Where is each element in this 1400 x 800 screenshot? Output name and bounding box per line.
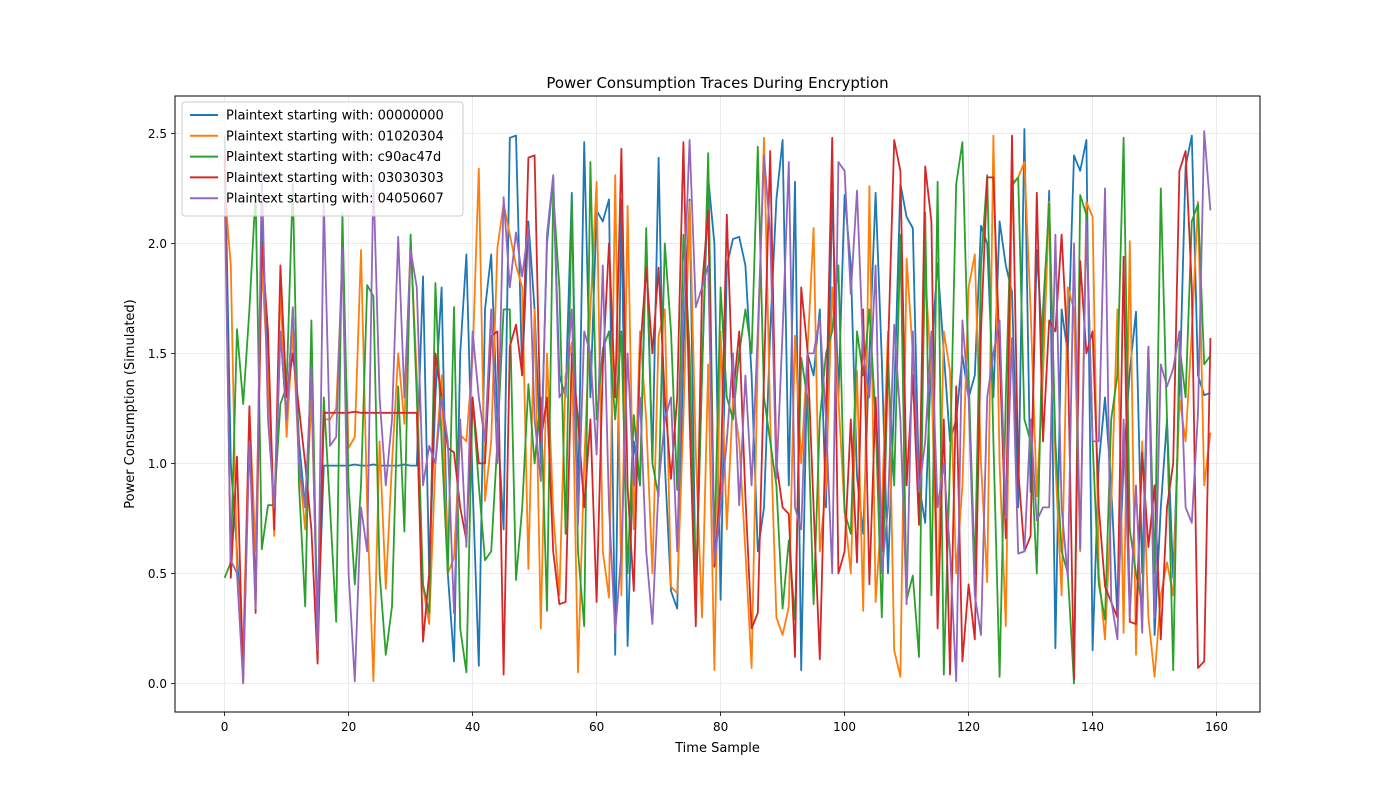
legend-entry-label: Plaintext starting with: 01020304: [226, 129, 444, 144]
y-tick-label: 1.5: [148, 347, 167, 361]
y-axis: 0.0 0.5 1.0 1.5 2.0 2.5: [148, 127, 175, 691]
series-line-3: [223, 136, 1212, 685]
plot-frame: [174, 95, 1261, 713]
series-layer: [223, 128, 1212, 685]
x-tick-label: 0: [221, 720, 229, 734]
x-tick-label: 20: [341, 720, 356, 734]
series-line-4: [223, 134, 1212, 683]
legend-box: [181, 101, 464, 217]
chart-title: Power Consumption Traces During Encrypti…: [546, 74, 888, 92]
x-axis-label: Time Sample: [674, 741, 760, 756]
y-tick-label: 0.5: [148, 567, 167, 581]
y-tick-label: 2.0: [148, 237, 167, 251]
legend-entry-label: Plaintext starting with: 03030303: [226, 171, 444, 186]
y-axis-label: Power Consumption (Simulated): [123, 299, 138, 509]
series-line-5: [223, 130, 1212, 685]
legend-entry-label: Plaintext starting with: c90ac47d: [226, 150, 441, 165]
legend: Plaintext starting with: 00000000 Plainte…: [181, 101, 464, 217]
x-tick-label: 140: [1081, 720, 1104, 734]
x-tick-label: 100: [833, 720, 856, 734]
series-line-2: [223, 134, 1212, 683]
y-tick-label: 1.0: [148, 457, 167, 471]
x-tick-label: 160: [1205, 720, 1228, 734]
x-tick-label: 40: [465, 720, 480, 734]
x-axis: 0 20 40 60 80 100 120 140 160: [221, 712, 1228, 734]
x-tick-label: 80: [713, 720, 728, 734]
grid-lines: [175, 96, 1260, 712]
legend-entry-label: Plaintext starting with: 00000000: [226, 109, 444, 124]
x-tick-label: 120: [957, 720, 980, 734]
legend-entry-label: Plaintext starting with: 04050607: [226, 192, 444, 207]
y-tick-label: 2.5: [148, 127, 167, 141]
y-tick-label: 0.0: [148, 677, 167, 691]
x-tick-label: 60: [589, 720, 604, 734]
